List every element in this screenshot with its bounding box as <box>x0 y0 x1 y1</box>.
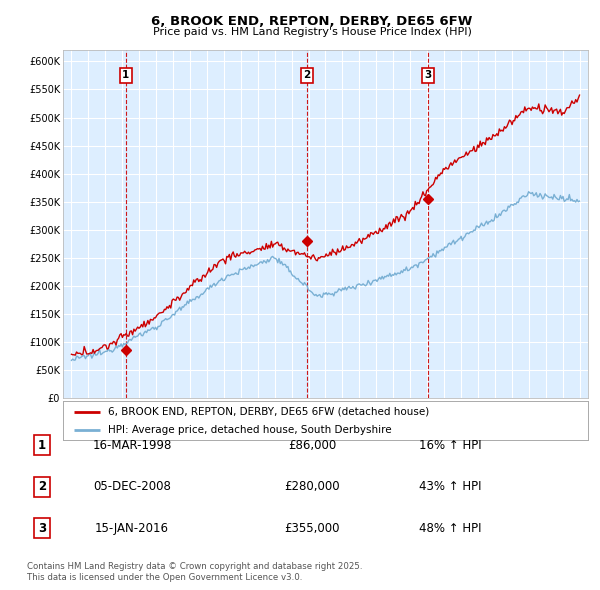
Text: HPI: Average price, detached house, South Derbyshire: HPI: Average price, detached house, Sout… <box>107 425 391 435</box>
Text: £280,000: £280,000 <box>284 480 340 493</box>
Text: £355,000: £355,000 <box>284 522 340 535</box>
Text: 1: 1 <box>38 439 46 452</box>
Text: 16% ↑ HPI: 16% ↑ HPI <box>419 439 481 452</box>
Text: 2: 2 <box>38 480 46 493</box>
Text: 16-MAR-1998: 16-MAR-1998 <box>92 439 172 452</box>
Text: Price paid vs. HM Land Registry's House Price Index (HPI): Price paid vs. HM Land Registry's House … <box>152 27 472 37</box>
Text: This data is licensed under the Open Government Licence v3.0.: This data is licensed under the Open Gov… <box>27 573 302 582</box>
Text: 3: 3 <box>38 522 46 535</box>
Text: 15-JAN-2016: 15-JAN-2016 <box>95 522 169 535</box>
Text: Contains HM Land Registry data © Crown copyright and database right 2025.: Contains HM Land Registry data © Crown c… <box>27 562 362 571</box>
Text: 1: 1 <box>122 70 130 80</box>
Text: 48% ↑ HPI: 48% ↑ HPI <box>419 522 481 535</box>
Text: 6, BROOK END, REPTON, DERBY, DE65 6FW (detached house): 6, BROOK END, REPTON, DERBY, DE65 6FW (d… <box>107 407 429 417</box>
Text: 43% ↑ HPI: 43% ↑ HPI <box>419 480 481 493</box>
Text: 05-DEC-2008: 05-DEC-2008 <box>93 480 171 493</box>
Text: £86,000: £86,000 <box>288 439 336 452</box>
Text: 2: 2 <box>304 70 311 80</box>
Text: 6, BROOK END, REPTON, DERBY, DE65 6FW: 6, BROOK END, REPTON, DERBY, DE65 6FW <box>151 15 473 28</box>
Text: 3: 3 <box>424 70 431 80</box>
